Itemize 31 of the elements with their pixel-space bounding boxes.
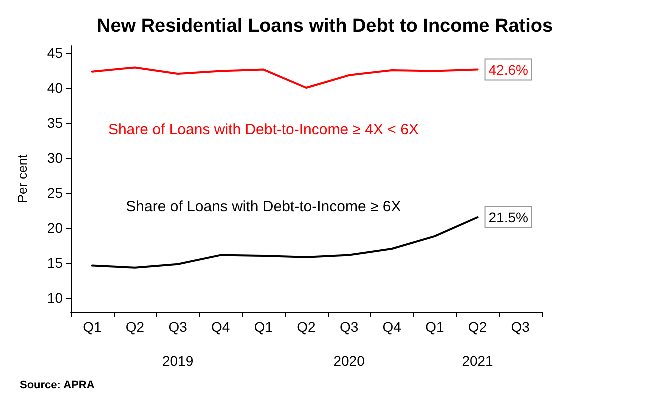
series-label: Share of Loans with Debt-to-Income ≥ 6X (126, 198, 402, 216)
data-label: 21.5% (488, 210, 528, 226)
x-tick-label: Q2 (468, 319, 488, 335)
data-label: 42.6% (488, 62, 528, 78)
y-tick-label: 15 (47, 255, 64, 271)
text: 2020 (334, 353, 366, 369)
x-tick-label: Q3 (168, 319, 188, 335)
x-tick-label: Q2 (126, 319, 145, 335)
line-series (91, 66, 479, 89)
text: 2021 (462, 353, 494, 369)
y-tick-label: 45 (47, 45, 64, 61)
y-tick-label: 35 (47, 115, 64, 131)
source-note: Source: APRA (20, 380, 95, 392)
y-tick-label: 10 (47, 290, 64, 306)
x-tick-label: Q2 (297, 319, 316, 335)
x-tick-label: Q3 (511, 319, 530, 335)
text: Share of Loans with Debt-to-Income ≥ 4X < 6X (108, 122, 419, 138)
y-tick-label: 30 (47, 150, 64, 166)
y-tick-label: 40 (47, 80, 64, 96)
x-tick-label: Q4 (382, 319, 402, 335)
text: 2019 (162, 353, 194, 369)
line-series (91, 216, 479, 269)
x-tick-label: Q1 (426, 319, 444, 335)
x-tick-label: Q1 (83, 319, 102, 335)
y-tick-label: 20 (47, 220, 64, 236)
chart-title: New Residential Loans with Debt to Income Ratios (96, 16, 554, 37)
y-axis-title: Per cent (15, 154, 30, 204)
y-tick-label: 25 (47, 185, 64, 201)
x-tick-label: Q3 (340, 319, 359, 335)
x-tick-label: Q4 (212, 319, 230, 335)
x-tick-label: Q1 (254, 319, 274, 335)
